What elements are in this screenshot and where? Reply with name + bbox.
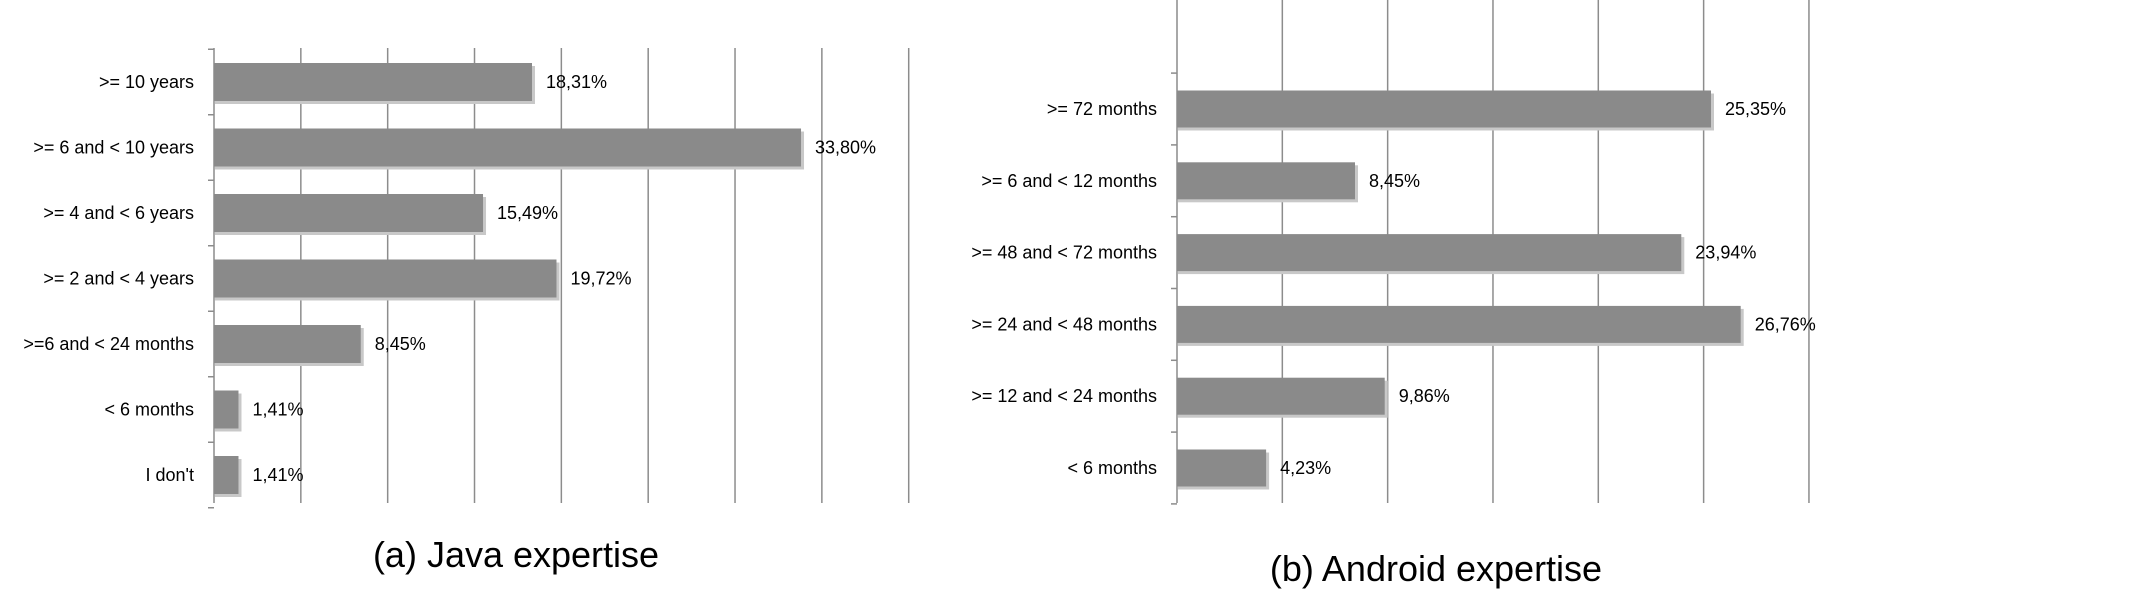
android-bar (1177, 449, 1267, 487)
java-data-label: 1,41% (252, 465, 303, 485)
caption-android: (b) Android expertise (1270, 548, 1602, 589)
android-data-label: 9,86% (1399, 386, 1450, 406)
android-category-label: >= 12 and < 24 months (971, 386, 1157, 406)
java-bar (214, 194, 484, 232)
java-bar (214, 259, 557, 298)
java-data-label: 1,41% (252, 400, 303, 420)
android-category-label: >= 6 and < 12 months (981, 171, 1157, 191)
java-bar (214, 325, 361, 363)
android-category-label: < 6 months (1067, 458, 1157, 478)
android-data-label: 8,45% (1369, 171, 1420, 191)
android-bar (1177, 305, 1741, 343)
java-category-label: < 6 months (104, 400, 194, 420)
android-category-label: >= 24 and < 48 months (971, 314, 1157, 334)
caption-java: (a) Java expertise (373, 534, 659, 575)
android-bar (1177, 90, 1711, 128)
android-bar (1177, 377, 1385, 415)
java-bar (214, 63, 532, 101)
android-bar (1177, 234, 1682, 272)
android-data-label: 25,35% (1725, 99, 1786, 119)
java-category-label: >= 10 years (99, 72, 194, 92)
android-category-label: >= 48 and < 72 months (971, 243, 1157, 263)
java-category-label: >= 2 and < 4 years (43, 269, 194, 289)
android-data-label: 23,94% (1695, 243, 1756, 263)
java-expertise-chart: >= 10 years 18,31% >= 6 and < 10 years 33,8… (23, 48, 910, 509)
android-data-label: 4,23% (1280, 458, 1331, 478)
android-category-label: >= 72 months (1047, 99, 1157, 119)
java-data-label: 18,31% (546, 72, 607, 92)
java-bar (214, 128, 802, 167)
java-category-label: >= 4 and < 6 years (43, 203, 194, 223)
java-category-label: >= 6 and < 10 years (33, 138, 194, 158)
java-category-label: I don't (146, 465, 194, 485)
java-bar (214, 390, 239, 429)
java-data-label: 8,45% (375, 334, 426, 354)
java-bar (214, 456, 239, 494)
java-data-label: 15,49% (497, 203, 558, 223)
android-expertise-chart: >= 72 months 25,35% >= 6 and < 12 months 8,… (971, 0, 1816, 505)
java-data-label: 33,80% (815, 138, 876, 158)
java-category-label: >=6 and < 24 months (23, 334, 194, 354)
android-bar (1177, 162, 1355, 200)
java-data-label: 19,72% (570, 269, 631, 289)
android-data-label: 26,76% (1755, 314, 1816, 334)
